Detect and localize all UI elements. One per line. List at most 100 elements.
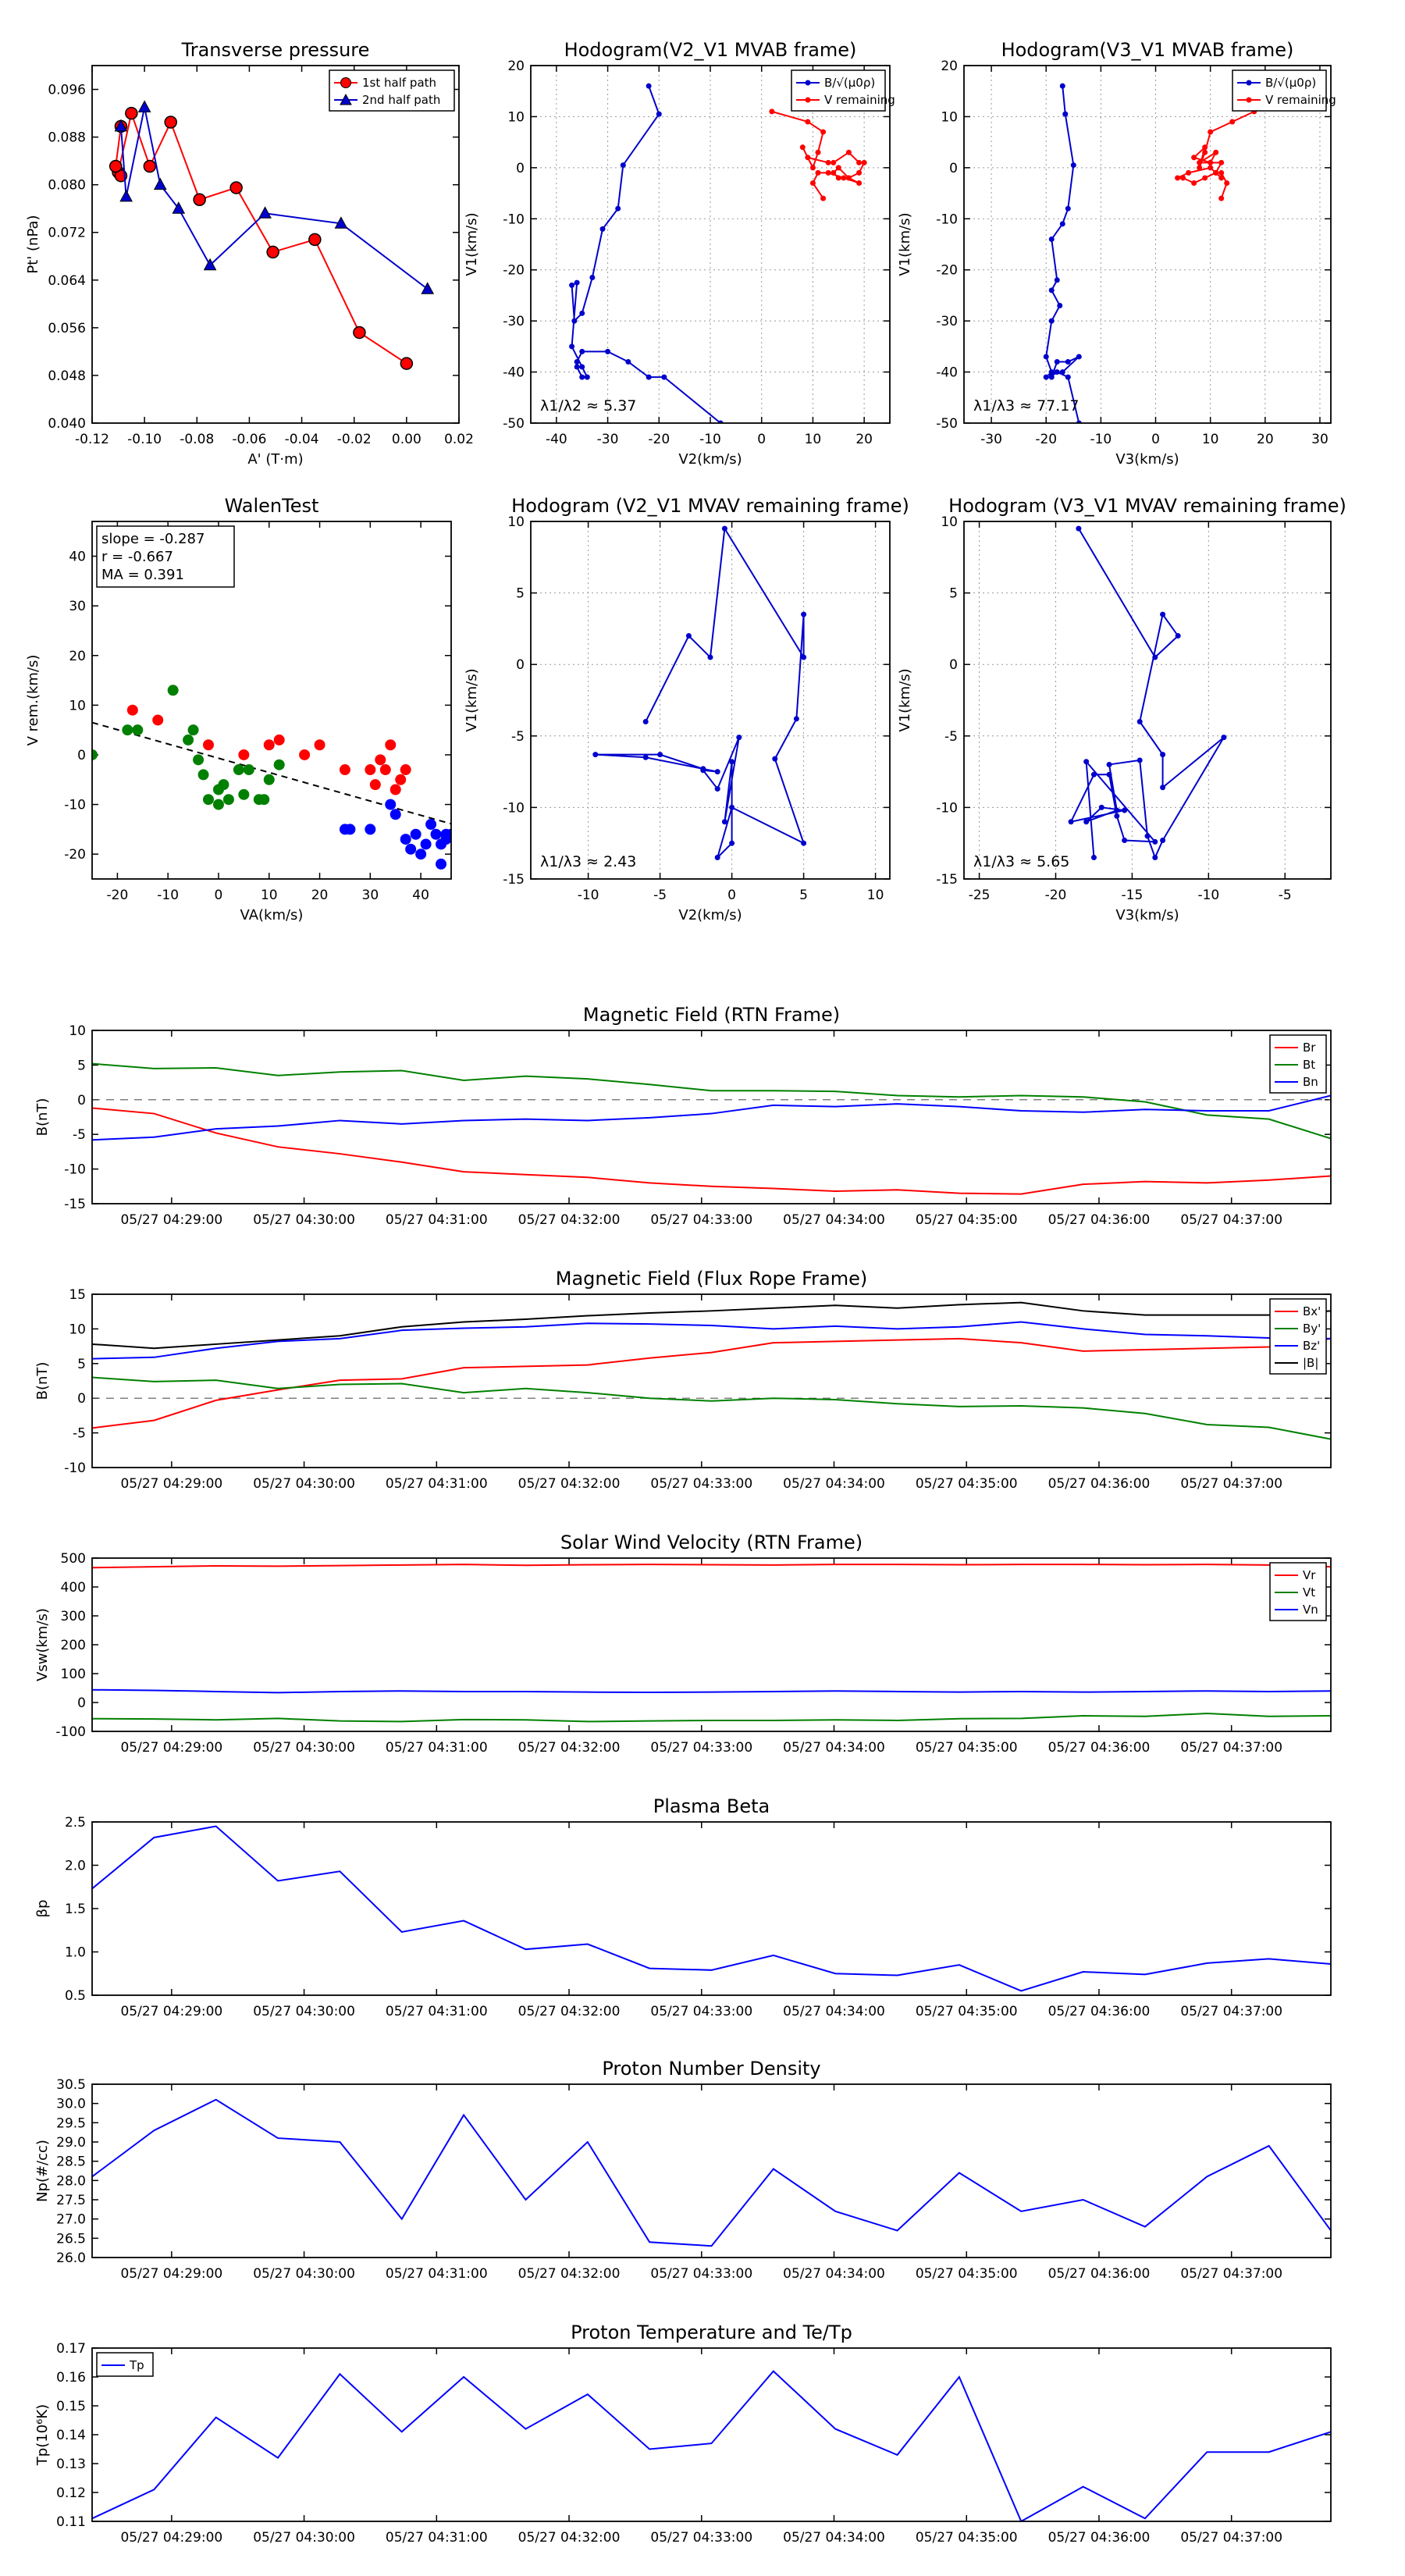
plot-area bbox=[569, 83, 867, 423]
y-tick-label: -15 bbox=[936, 872, 958, 888]
data-point bbox=[1202, 175, 1208, 181]
x-tick-label: 05/27 04:33:00 bbox=[650, 1740, 752, 1756]
y-tick-label: 5 bbox=[77, 1058, 86, 1073]
data-point bbox=[1136, 718, 1143, 724]
data-point bbox=[809, 180, 816, 186]
x-tick-label: 05/27 04:30:00 bbox=[253, 2530, 355, 2546]
data-point bbox=[809, 165, 816, 171]
y-tick-label: 10 bbox=[69, 698, 86, 713]
y-tick-label: 26.0 bbox=[56, 2250, 86, 2266]
x-tick-label: -0.12 bbox=[75, 432, 109, 447]
x-tick-label: 05/27 04:32:00 bbox=[518, 2530, 621, 2546]
data-point bbox=[707, 654, 713, 660]
data-point bbox=[266, 245, 279, 259]
data-point bbox=[400, 357, 414, 370]
x-tick-label: 0 bbox=[215, 888, 223, 903]
y-tick-label: -10 bbox=[64, 1162, 86, 1178]
data-point bbox=[584, 374, 590, 380]
x-tick-label: -10 bbox=[157, 888, 179, 903]
data-point bbox=[820, 129, 827, 135]
x-tick-label: 05/27 04:30:00 bbox=[253, 1476, 355, 1492]
scatter-point bbox=[167, 685, 179, 696]
data-point bbox=[1152, 654, 1158, 660]
y-tick-label: 0.048 bbox=[48, 368, 86, 384]
chart-hodogram-v3v1-mvav: Hodogram (V3_V1 MVAV remaining frame) -15… bbox=[897, 495, 1346, 923]
data-point bbox=[1197, 165, 1203, 171]
chart-solar-wind-velocity: Solar Wind Velocity (RTN Frame) -100 0 100 2… bbox=[34, 1532, 1332, 1756]
data-point bbox=[769, 109, 775, 115]
x-tick-label: 05/27 04:33:00 bbox=[650, 2530, 752, 2546]
x-axis-label: V2(km/s) bbox=[678, 907, 742, 923]
data-point bbox=[1136, 757, 1143, 763]
data-point bbox=[574, 358, 580, 365]
y-tick-label: 5 bbox=[949, 586, 958, 602]
legend-label: Bx' bbox=[1303, 1304, 1321, 1318]
legend-marker bbox=[340, 77, 351, 88]
data-point bbox=[700, 766, 706, 772]
series-line-2ndhalfpath bbox=[119, 107, 429, 290]
data-point bbox=[193, 193, 206, 206]
scatter-point bbox=[299, 749, 311, 760]
chart-transverse-pressure: Transverse pressure 0.040 0.048 0.056 0.064 0… bbox=[25, 39, 474, 468]
y-tick-label: 29.5 bbox=[56, 2115, 86, 2131]
x-tick-label: 05/27 04:31:00 bbox=[386, 2004, 488, 2019]
data-point bbox=[579, 364, 585, 370]
series-line-B0 bbox=[571, 85, 721, 423]
chart-hodogram-v2v1-mvav: Hodogram (V2_V1 MVAV remaining frame) -15… bbox=[464, 495, 909, 923]
y-axis-label: Pt' (nPa) bbox=[25, 215, 41, 273]
x-tick-label: -20 bbox=[648, 432, 670, 447]
x-tick-label: 05/27 04:37:00 bbox=[1180, 2004, 1282, 2019]
y-tick-label: 20 bbox=[507, 59, 525, 74]
fit-line bbox=[92, 721, 451, 825]
x-tick-label: 05/27 04:37:00 bbox=[1180, 1476, 1282, 1492]
data-point bbox=[574, 364, 580, 370]
plot-area bbox=[92, 685, 451, 870]
data-point bbox=[841, 175, 847, 181]
y-axis-label: V1(km/s) bbox=[464, 668, 480, 731]
x-tick-label: 0.00 bbox=[392, 432, 422, 447]
x-tick-label: 5 bbox=[799, 888, 808, 903]
y-tick-label: 30 bbox=[69, 599, 86, 614]
plot-frame bbox=[530, 65, 891, 424]
x-tick-label: 05/27 04:35:00 bbox=[916, 2530, 1018, 2546]
x-tick-label: -40 bbox=[546, 432, 567, 447]
plot-area bbox=[592, 525, 807, 861]
y-tick-label: 0.5 bbox=[65, 1988, 86, 2004]
chart-proton-density: Proton Number Density 26.0 26.5 27.0 27.5 28.… bbox=[34, 2058, 1332, 2282]
data-point bbox=[1048, 236, 1055, 242]
plot-frame bbox=[91, 521, 452, 880]
y-tick-label: -15 bbox=[64, 1197, 86, 1212]
x-tick-label: 05/27 04:29:00 bbox=[120, 2004, 222, 2019]
y-tick-label: 27.0 bbox=[56, 2212, 86, 2228]
plot-frame bbox=[963, 65, 1332, 424]
y-tick-label: 15 bbox=[69, 1287, 86, 1303]
data-point bbox=[1208, 129, 1214, 135]
y-tick-label: 29.0 bbox=[56, 2135, 86, 2151]
chart-title: Hodogram(V3_V1 MVAB frame) bbox=[1001, 39, 1294, 61]
x-tick-label: 05/27 04:30:00 bbox=[253, 1212, 355, 1228]
scatter-point bbox=[273, 734, 285, 745]
x-tick-label: 05/27 04:36:00 bbox=[1048, 2004, 1151, 2019]
x-axis-label: V3(km/s) bbox=[1115, 451, 1179, 468]
x-tick-label: 20 bbox=[855, 432, 873, 447]
x-tick-label: 05/27 04:33:00 bbox=[650, 1212, 752, 1228]
data-point bbox=[1218, 169, 1225, 176]
y-tick-label: 0.16 bbox=[56, 2370, 86, 2386]
data-point bbox=[119, 189, 133, 202]
scatter-point bbox=[212, 799, 224, 810]
plot-frame bbox=[91, 1557, 1332, 1732]
y-tick-label: 0.13 bbox=[56, 2457, 86, 2472]
legend-marker bbox=[805, 80, 811, 86]
data-point bbox=[793, 716, 799, 722]
data-point bbox=[1090, 771, 1097, 777]
data-point bbox=[1160, 752, 1166, 758]
legend-label: Tp bbox=[129, 2358, 144, 2372]
data-point bbox=[861, 159, 867, 165]
data-point bbox=[1059, 369, 1065, 375]
info-text: r = -0.667 bbox=[101, 549, 173, 565]
x-tick-label: -0.04 bbox=[285, 432, 319, 447]
scatter-point bbox=[314, 739, 325, 751]
x-tick-label: 05/27 04:35:00 bbox=[916, 1740, 1018, 1756]
scatter-point bbox=[375, 754, 386, 766]
x-tick-label: -0.06 bbox=[232, 432, 266, 447]
